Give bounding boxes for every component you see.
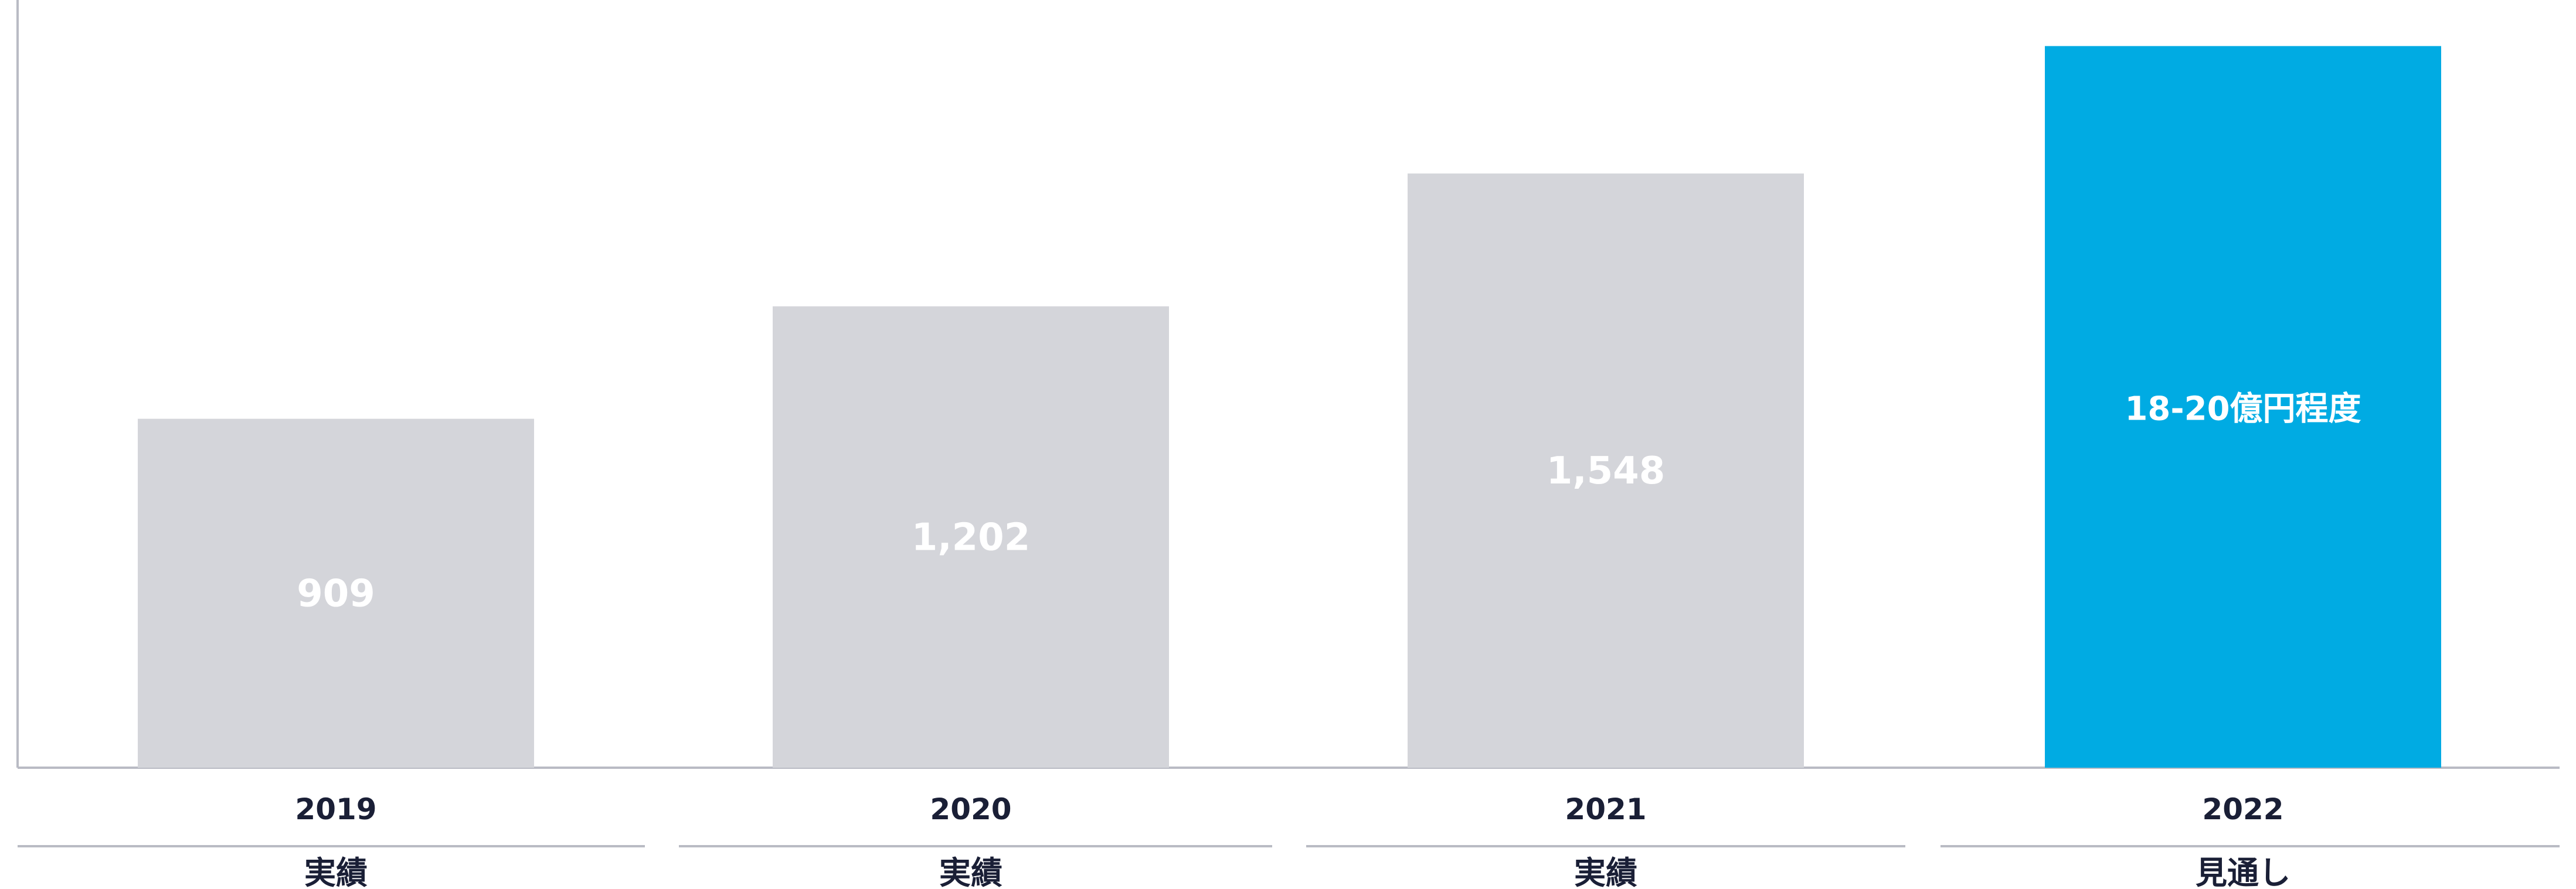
- data-label-2021: 1,548: [1547, 449, 1665, 493]
- status-label-2022: 見通し: [2196, 854, 2290, 889]
- data-label-2022: 18-20億円程度: [2125, 390, 2361, 428]
- data-label-2019: 909: [297, 572, 375, 615]
- bar-2022: [2045, 46, 2441, 768]
- status-label-2019: 実績: [304, 854, 368, 889]
- bar-2021: [1408, 173, 1804, 768]
- status-label-2020: 実績: [939, 854, 1002, 889]
- x-tick-label-2019: 2019: [295, 792, 376, 826]
- x-tick-label-2022: 2022: [2202, 792, 2283, 826]
- status-label-2021: 実績: [1574, 854, 1637, 889]
- data-label-2020: 1,202: [912, 516, 1030, 559]
- bar-2020: [773, 306, 1169, 768]
- x-tick-label-2020: 2020: [930, 792, 1011, 826]
- bar-2019: [138, 418, 534, 768]
- x-tick-label-2021: 2021: [1565, 792, 1646, 826]
